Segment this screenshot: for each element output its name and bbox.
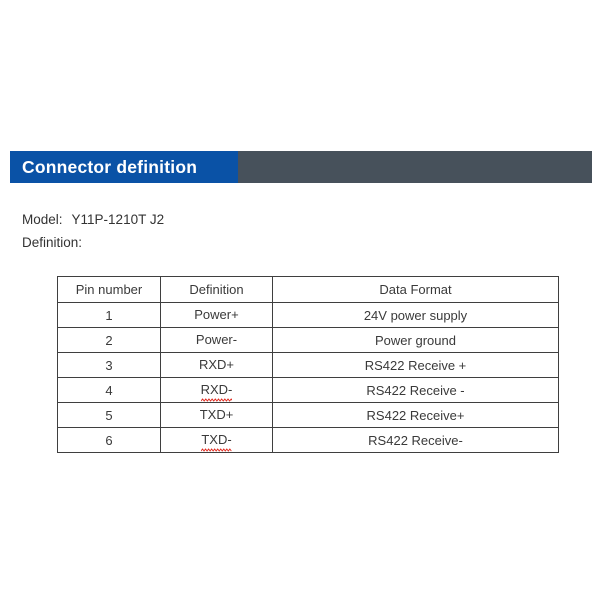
pin-number-cell: 2 bbox=[57, 327, 161, 353]
table-row: 2 Power- Power ground bbox=[57, 327, 559, 353]
table-header-row: Pin number Definition Data Format bbox=[57, 276, 559, 303]
data-format-cell: RS422 Receive + bbox=[272, 352, 559, 378]
section-header-bar: Connector definition bbox=[10, 151, 592, 183]
section-title: Connector definition bbox=[22, 156, 198, 177]
table-row: 3 RXD+ RS422 Receive + bbox=[57, 352, 559, 378]
data-format-cell: 24V power supply bbox=[272, 302, 559, 328]
pin-number-cell: 6 bbox=[57, 427, 161, 453]
model-line: Model: Y11P-1210T J2 bbox=[22, 212, 164, 227]
model-label: Model: bbox=[22, 212, 63, 227]
pin-number-cell: 4 bbox=[57, 377, 161, 403]
pin-number-cell: 5 bbox=[57, 402, 161, 428]
table-row: 4 RXD- RS422 Receive - bbox=[57, 377, 559, 403]
section-header-accent: Connector definition bbox=[10, 151, 238, 183]
column-header-definition: Definition bbox=[160, 276, 273, 303]
model-value: Y11P-1210T J2 bbox=[71, 212, 165, 227]
definition-cell: Power+ bbox=[160, 302, 273, 328]
section-header-fill bbox=[238, 151, 592, 183]
definition-label: Definition: bbox=[22, 235, 83, 250]
definition-cell: TXD+ bbox=[160, 402, 273, 428]
data-format-cell: RS422 Receive - bbox=[272, 377, 559, 403]
table-row: 6 TXD- RS422 Receive- bbox=[57, 427, 559, 453]
definition-cell: RXD- bbox=[160, 377, 273, 403]
data-format-cell: RS422 Receive- bbox=[272, 427, 559, 453]
spellcheck-squiggle-icon bbox=[201, 447, 232, 452]
table-row: 5 TXD+ RS422 Receive+ bbox=[57, 402, 559, 428]
pin-number-cell: 1 bbox=[57, 302, 161, 328]
column-header-pin-number: Pin number bbox=[57, 276, 161, 303]
definition-cell: RXD+ bbox=[160, 352, 273, 378]
definition-cell: Power- bbox=[160, 327, 273, 353]
pin-number-cell: 3 bbox=[57, 352, 161, 378]
pin-definition-table: Pin number Definition Data Format 1 Powe… bbox=[57, 276, 559, 453]
data-format-cell: RS422 Receive+ bbox=[272, 402, 559, 428]
column-header-data-format: Data Format bbox=[272, 276, 559, 303]
spellcheck-squiggle-icon bbox=[200, 397, 233, 402]
definition-cell: TXD- bbox=[160, 427, 273, 453]
data-format-cell: Power ground bbox=[272, 327, 559, 353]
table-row: 1 Power+ 24V power supply bbox=[57, 302, 559, 328]
